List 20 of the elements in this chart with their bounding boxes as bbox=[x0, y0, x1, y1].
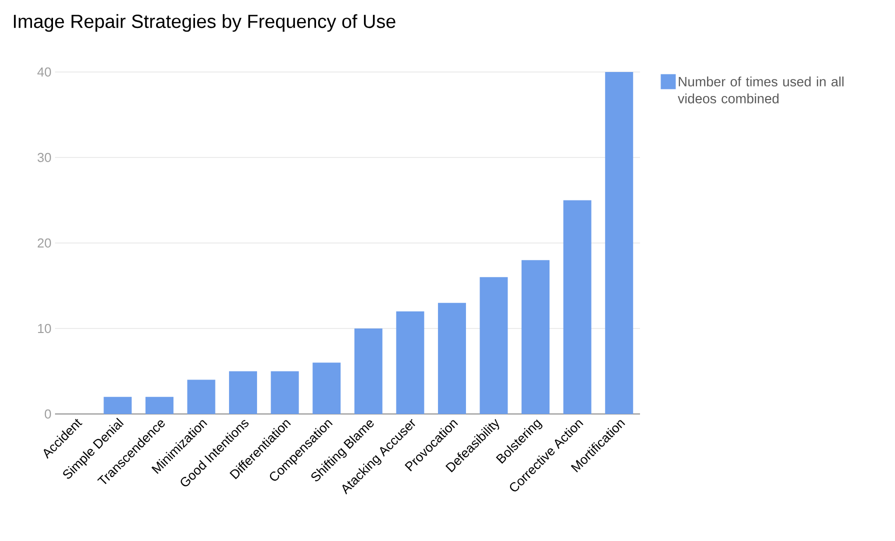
chart-title: Image Repair Strategies by Frequency of Use bbox=[14, 14, 396, 32]
bar bbox=[270, 371, 299, 414]
y-tick-label: 0 bbox=[44, 409, 51, 419]
y-tick-label: 20 bbox=[38, 238, 51, 248]
y-tick-label: 30 bbox=[38, 152, 51, 162]
bar bbox=[354, 328, 382, 414]
bar bbox=[605, 72, 634, 414]
legend-label: Number of times used in all videos combined bbox=[678, 76, 844, 104]
bar bbox=[187, 380, 216, 414]
bar bbox=[312, 362, 341, 414]
bar bbox=[104, 396, 132, 414]
bar bbox=[563, 200, 592, 414]
y-tick-label: 40 bbox=[37, 67, 51, 77]
bar bbox=[522, 260, 550, 414]
bar bbox=[396, 311, 424, 414]
bar bbox=[438, 302, 466, 414]
y-tick-label: 10 bbox=[38, 324, 51, 334]
bar bbox=[229, 371, 258, 414]
bar bbox=[145, 396, 174, 414]
bar bbox=[480, 277, 508, 414]
